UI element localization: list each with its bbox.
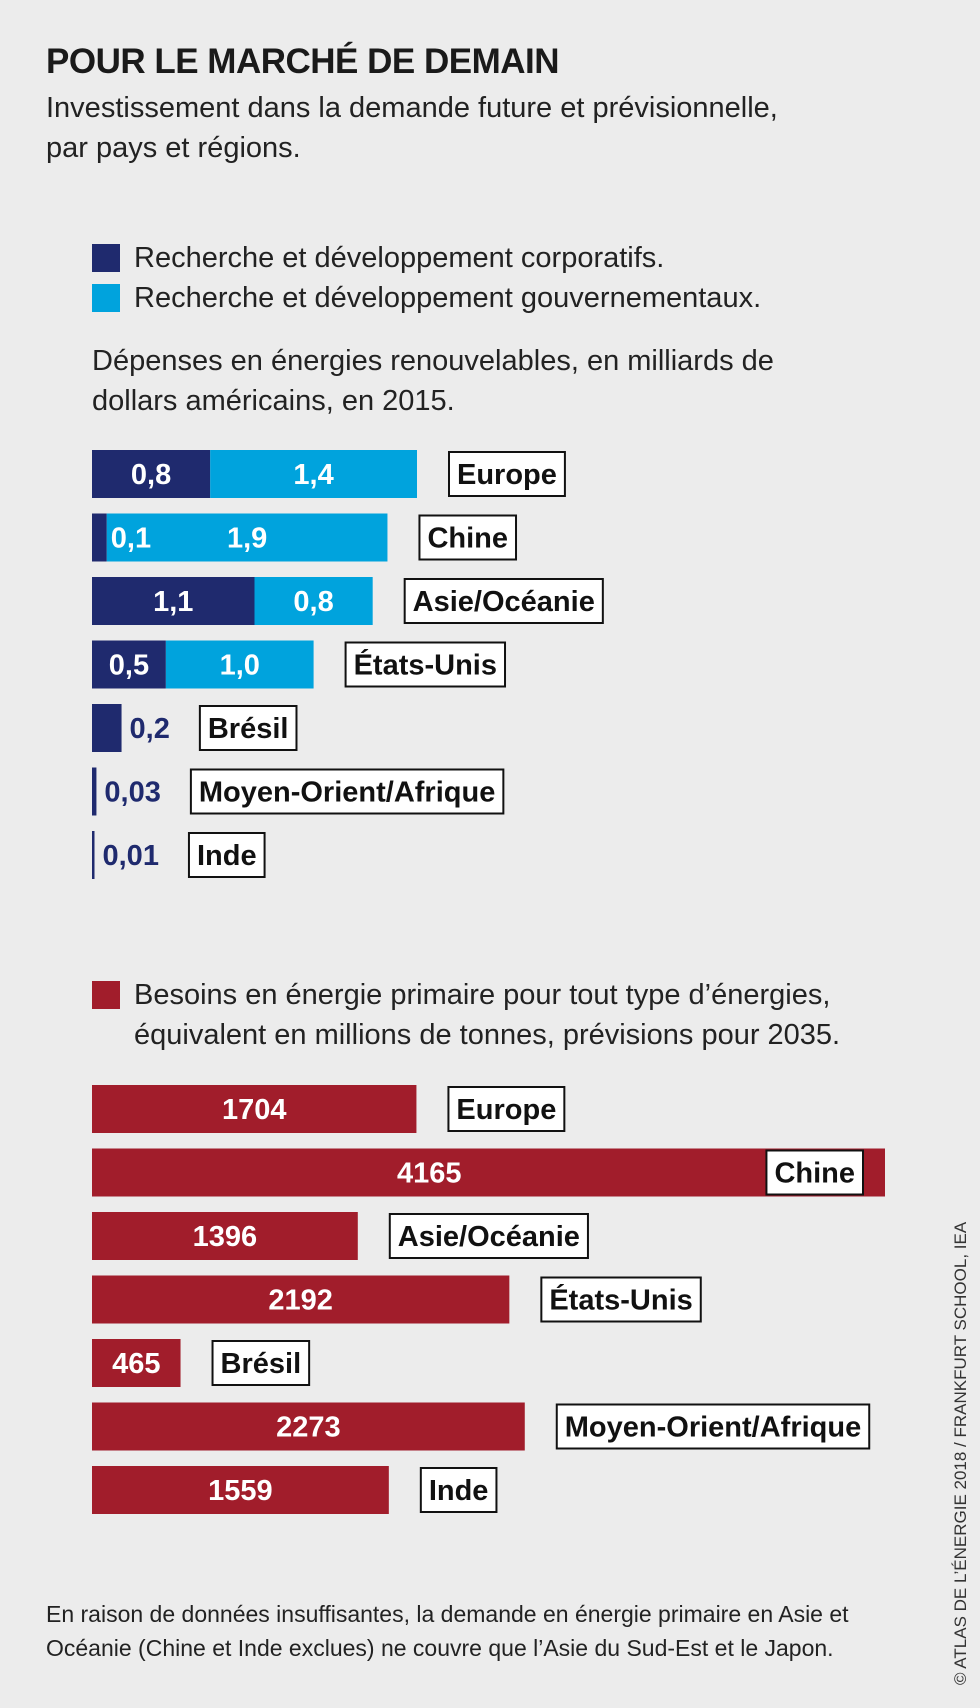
energy-category-label-box-4	[211, 1340, 311, 1386]
energy-bar-4	[92, 1339, 181, 1387]
rd-category-label-4: Brésil	[208, 713, 289, 745]
energy-value-4: 465	[112, 1348, 160, 1380]
energy-value-2: 1396	[193, 1221, 258, 1253]
rd-category-label-3: États-Unis	[354, 648, 497, 682]
energy-category-label-box-6	[419, 1467, 498, 1513]
rd-bar-corporate-1	[92, 513, 107, 562]
legend-item-government: Recherche et développement gouvernementa…	[92, 278, 761, 318]
energy-bar-2	[92, 1212, 358, 1260]
rd-value-government-1: 1,9	[227, 523, 267, 555]
rd-bar-corporate-3	[92, 640, 166, 689]
legend-label-corporate: Recherche et développement corporatifs.	[134, 241, 665, 274]
rd-category-label-box-1	[418, 514, 518, 561]
energy-category-label-0: Europe	[456, 1094, 556, 1126]
energy-category-label-box-0	[447, 1086, 566, 1132]
rd-value-corporate-1: 0,1	[111, 523, 151, 555]
energy-value-3: 2192	[268, 1285, 333, 1317]
legend-label-government: Recherche et développement gouvernementa…	[134, 281, 762, 314]
energy-category-label-box-5	[555, 1403, 871, 1450]
legend-item-corporate: Recherche et développement corporatifs.	[92, 238, 761, 278]
energy-value-6: 1559	[208, 1475, 273, 1507]
rd-bar-corporate-0	[92, 450, 211, 498]
chart-subtitle: Investissement dans la demande future et…	[46, 92, 778, 164]
energy-legend: Besoins en énergie primaire pour tout ty…	[92, 975, 872, 1055]
rd-value-corporate-6: 0,01	[103, 840, 159, 872]
energy-category-label-box-3	[540, 1276, 702, 1323]
rd-bar-corporate-6	[92, 831, 95, 879]
energy-category-label-1: Chine	[774, 1158, 855, 1190]
rd-bar-corporate-5	[92, 767, 97, 816]
footnote: En raison de données insuffisantes, la d…	[46, 1601, 849, 1661]
energy-bar-6	[92, 1466, 389, 1514]
energy-category-label-5: Moyen-Orient/Afrique	[565, 1412, 861, 1444]
energy-category-label-2: Asie/Océanie	[398, 1221, 580, 1253]
energy-bar-5	[92, 1402, 525, 1451]
legend-swatch-corporate	[92, 244, 120, 272]
rd-value-government-2: 0,8	[293, 586, 333, 618]
rd-value-government-3: 1,0	[220, 650, 260, 682]
rd-legend: Recherche et développement corporatifs. …	[92, 238, 761, 318]
legend-label-energy: Besoins en énergie primaire pour tout ty…	[134, 979, 841, 1051]
energy-value-0: 1704	[222, 1094, 287, 1126]
rd-category-label-box-0	[448, 451, 566, 497]
rd-value-corporate-4: 0,2	[130, 713, 170, 745]
chart-title: POUR LE MARCHÉ DE DEMAIN	[46, 42, 560, 81]
energy-bar-0	[92, 1085, 417, 1133]
legend-swatch-government	[92, 284, 120, 312]
source-credit: © ATLAS DE L’ÉNERGIE 2018 / FRANKFURT SC…	[951, 1221, 970, 1685]
rd-bar-corporate-4	[92, 704, 122, 752]
energy-category-label-3: États-Unis	[549, 1283, 692, 1317]
energy-category-label-6: Inde	[429, 1475, 489, 1507]
rd-value-corporate-5: 0,03	[104, 777, 160, 809]
rd-bar-government-1	[106, 513, 388, 562]
rd-value-corporate-2: 1,1	[153, 586, 193, 618]
rd-unit-note: Dépenses en énergies renouvelables, en m…	[92, 345, 774, 417]
rd-bar-government-3	[165, 640, 314, 689]
rd-category-label-0: Europe	[457, 459, 557, 491]
rd-category-label-2: Asie/Océanie	[413, 586, 595, 618]
rd-bar-government-0	[210, 450, 417, 498]
rd-category-label-box-4	[198, 705, 298, 751]
rd-category-label-5: Moyen-Orient/Afrique	[199, 777, 495, 809]
rd-bar-corporate-2	[92, 577, 255, 625]
rd-value-government-0: 1,4	[293, 459, 333, 491]
energy-bar-1	[92, 1148, 885, 1197]
energy-category-label-box-1	[765, 1149, 864, 1196]
rd-category-label-box-6	[187, 832, 266, 878]
legend-item-energy: Besoins en énergie primaire pour tout ty…	[92, 975, 872, 1055]
rd-category-label-1: Chine	[427, 523, 508, 555]
rd-category-label-box-5	[189, 768, 505, 815]
rd-category-label-6: Inde	[197, 840, 257, 872]
energy-value-5: 2273	[276, 1412, 341, 1444]
legend-swatch-energy	[92, 981, 120, 1009]
energy-category-label-4: Brésil	[221, 1348, 302, 1380]
energy-bar-3	[92, 1275, 510, 1324]
rd-category-label-box-2	[403, 578, 604, 624]
energy-value-1: 4165	[397, 1158, 462, 1190]
rd-bar-government-2	[254, 577, 373, 625]
rd-value-corporate-3: 0,5	[109, 650, 149, 682]
rd-value-corporate-0: 0,8	[131, 459, 171, 491]
energy-category-label-box-2	[388, 1213, 589, 1259]
rd-category-label-box-3	[344, 641, 507, 688]
